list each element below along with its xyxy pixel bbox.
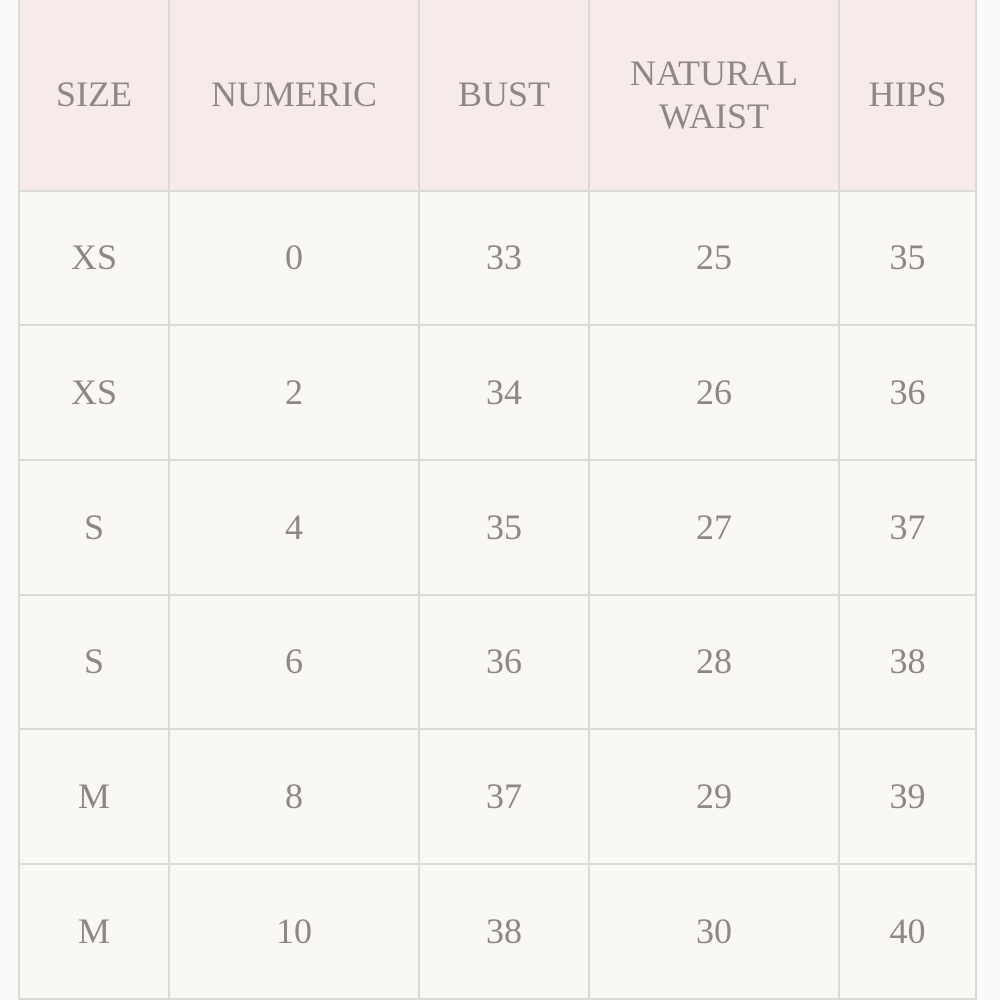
table-cell: 29 <box>590 730 840 865</box>
table-cell: 40 <box>840 865 977 1000</box>
table-cell: 37 <box>840 461 977 596</box>
table-cell: M <box>18 865 170 1000</box>
table-cell: 38 <box>420 865 590 1000</box>
table-cell: 36 <box>420 596 590 730</box>
table-cell: 36 <box>840 326 977 461</box>
table-cell: 26 <box>590 326 840 461</box>
table-cell: 10 <box>170 865 420 1000</box>
table-cell: M <box>18 730 170 865</box>
table-cell: XS <box>18 192 170 326</box>
table-cell: S <box>18 461 170 596</box>
table-cell: 37 <box>420 730 590 865</box>
table-cell: 6 <box>170 596 420 730</box>
table-cell: 38 <box>840 596 977 730</box>
table-cell: 4 <box>170 461 420 596</box>
table-cell: 34 <box>420 326 590 461</box>
table-cell: 0 <box>170 192 420 326</box>
table-cell: 2 <box>170 326 420 461</box>
table-cell: 25 <box>590 192 840 326</box>
header-cell: NATURAL WAIST <box>590 0 840 192</box>
table-cell: 39 <box>840 730 977 865</box>
header-cell: NUMERIC <box>170 0 420 192</box>
header-cell: BUST <box>420 0 590 192</box>
table-cell: 33 <box>420 192 590 326</box>
header-cell: HIPS <box>840 0 977 192</box>
table-cell: 27 <box>590 461 840 596</box>
table-cell: 35 <box>420 461 590 596</box>
table-cell: 35 <box>840 192 977 326</box>
table-cell: S <box>18 596 170 730</box>
header-cell: SIZE <box>18 0 170 192</box>
table-cell: XS <box>18 326 170 461</box>
table-cell: 30 <box>590 865 840 1000</box>
table-cell: 28 <box>590 596 840 730</box>
table-cell: 8 <box>170 730 420 865</box>
